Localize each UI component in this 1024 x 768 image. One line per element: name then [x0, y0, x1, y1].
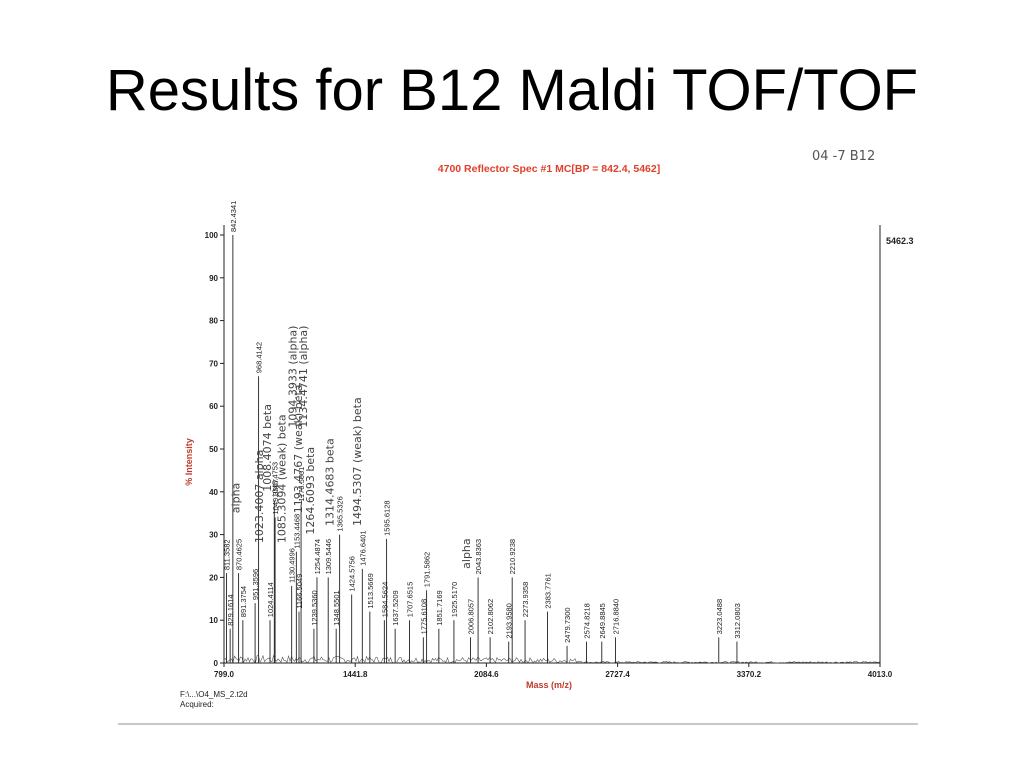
- y-tick-label: 100: [205, 231, 219, 240]
- y-tick-label: 20: [209, 573, 218, 582]
- peak-label: 2102.8062: [486, 599, 495, 634]
- y-tick-label: 90: [209, 274, 218, 283]
- y-tick-label: 0: [214, 659, 219, 668]
- handwritten-annotation: 1085.3094 (weak) beta: [275, 414, 288, 543]
- peak-label: 891.3754: [239, 586, 248, 617]
- baseline-noise: [223, 654, 880, 664]
- x-tick-label: 3370.2: [737, 670, 762, 679]
- x-tick-label: 1441.8: [343, 670, 368, 679]
- peak-label: 811.3582: [223, 539, 232, 570]
- handwritten-annotation: 1134.4741 (alpha): [297, 326, 310, 428]
- peak-label: 1595.6128: [383, 500, 392, 535]
- peak-label: 1791.5862: [423, 552, 432, 587]
- handwritten-sample-note: 04 -7 B12: [812, 149, 875, 164]
- peak-label: 1513.5669: [366, 573, 375, 608]
- peak-label: 2383.7761: [543, 573, 552, 608]
- y-tick-label: 30: [209, 531, 218, 540]
- peak-label: 2574.8218: [582, 603, 591, 638]
- peak-label: 1925.5170: [450, 582, 459, 617]
- spectrum-title: 4700 Reflector Spec #1 MC[BP = 842.4, 54…: [438, 163, 660, 175]
- chart-axes: [223, 225, 881, 664]
- peak-label: 3223.0488: [715, 599, 724, 634]
- peak-label: 951.3596: [251, 569, 260, 600]
- x-tick-label: 4013.0: [868, 670, 893, 679]
- axis-ticks: 0 10 20 30 40 50 60 70 80 90 100 799.0 1441.8 2084.6 2…: [205, 231, 893, 679]
- peak-label: 1176.5061: [297, 467, 306, 502]
- peak-label: 1707.6515: [405, 582, 414, 617]
- peak-label: 1130.4996: [288, 548, 297, 583]
- handwritten-annotation: 1008.4074 beta: [261, 404, 274, 492]
- y-tick-label: 50: [209, 445, 218, 454]
- peak-label: 2043.8363: [474, 539, 483, 574]
- peak-label: 1309.5446: [324, 539, 333, 574]
- peak-label: 2006.8057: [467, 599, 476, 634]
- peak-label: 1024.4114: [266, 582, 275, 617]
- slide-title: Results for B12 Maldi TOF/TOF: [105, 58, 919, 123]
- handwritten-annotation: 1494.5307 (weak) beta: [351, 397, 364, 526]
- peak-label: 1637.5209: [391, 590, 400, 625]
- peak-label: 1348.5501: [332, 590, 341, 625]
- peak-label: 1775.6108: [419, 599, 428, 634]
- y-tick-label: 10: [209, 616, 218, 625]
- peak-label: 1045.4753: [270, 462, 279, 497]
- y-axis-label: % Intensity: [184, 438, 194, 486]
- y-tick-label: 40: [209, 488, 218, 497]
- peak-label: 1365.5326: [336, 496, 345, 531]
- y-tick-label: 80: [209, 317, 218, 326]
- x-tick-label: 2084.6: [474, 670, 499, 679]
- handwritten-annotation: 1094.3933 (alpha): [287, 326, 300, 428]
- handwritten-annotation: 1264.6093 beta: [304, 447, 317, 535]
- peak-label: 1424.5756: [348, 556, 357, 591]
- acquired-label: Acquired:: [180, 700, 214, 709]
- peak-label: 2716.8840: [611, 599, 620, 634]
- peak-label: 1239.5360: [310, 590, 319, 625]
- peak-label: 1049.3567: [271, 479, 280, 514]
- peak-label: 2649.8845: [598, 603, 607, 638]
- file-path-label: F:\...\O4_MS_2.t2d: [180, 690, 248, 699]
- peak-label: 2210.9238: [508, 539, 517, 574]
- peak-label: 968.4142: [255, 342, 264, 373]
- peak-label: 1153.4468: [292, 514, 301, 549]
- handwritten-annotation: 1023.4007 alpha: [253, 450, 266, 543]
- x-tick-label: 799.0: [214, 670, 235, 679]
- x-tick-label: 2727.4: [605, 670, 630, 679]
- peak-label: 2479.7300: [563, 607, 572, 642]
- scanned-spectrum-sheet: [118, 140, 918, 726]
- handwritten-annotation: 1314.4683 beta: [323, 438, 336, 526]
- peak-label: 829.1614: [226, 594, 235, 625]
- y-tick-label: 60: [209, 402, 218, 411]
- max-intensity-label: 5462.3: [886, 236, 914, 246]
- handwritten-annotation: alpha: [230, 483, 243, 514]
- peak-label: 2273.9358: [521, 582, 530, 617]
- peak-label: 1254.4874: [313, 539, 322, 574]
- scan-edge-line: [118, 723, 918, 725]
- x-axis-label: Mass (m/z): [526, 680, 572, 690]
- peak-label: 870.4625: [235, 539, 244, 570]
- peak-label: 1166.5049: [295, 574, 304, 609]
- handwritten-annotation: alpha: [460, 538, 473, 569]
- peak-label: 842.4341: [229, 201, 238, 232]
- handwritten-annotation: 1193.4767 (weak) beta: [292, 384, 305, 513]
- peak-series: 811.3582 829.1614 842.4341 870.4625 891.3754…: [223, 201, 742, 663]
- peak-label: 3312.0803: [733, 603, 742, 638]
- y-tick-label: 70: [209, 359, 218, 368]
- peak-label: 2193.9580: [505, 603, 514, 638]
- noise-trace: [223, 654, 880, 664]
- peak-label: 1851.7169: [435, 590, 444, 625]
- peak-label: 1584.5624: [380, 582, 389, 617]
- peak-label: 1476.6401: [358, 530, 367, 565]
